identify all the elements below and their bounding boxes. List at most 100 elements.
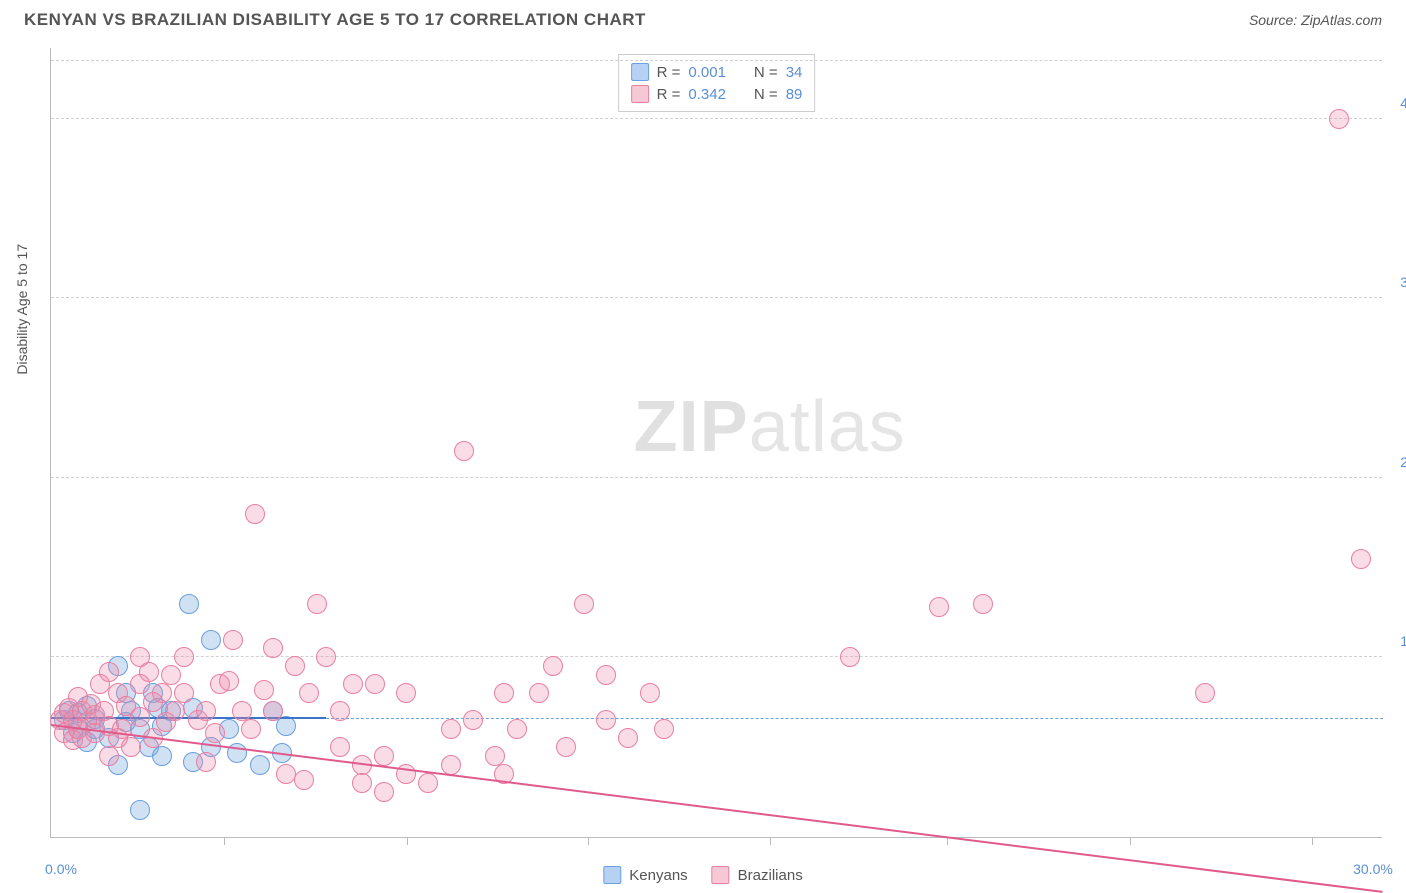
series-legend: Kenyans Brazilians — [603, 866, 802, 884]
legend-n-label: N = — [754, 86, 778, 103]
data-point — [245, 504, 265, 524]
y-tick-label: 40.0% — [1400, 95, 1406, 111]
data-point — [219, 671, 239, 691]
data-point — [640, 683, 660, 703]
legend-n-label: N = — [754, 64, 778, 81]
data-point — [174, 683, 194, 703]
data-point — [330, 737, 350, 757]
gridline-h — [51, 297, 1382, 298]
legend-swatch — [712, 866, 730, 884]
data-point — [454, 441, 474, 461]
watermark-bold: ZIP — [634, 387, 749, 467]
data-point — [196, 701, 216, 721]
chart-title: KENYAN VS BRAZILIAN DISABILITY AGE 5 TO … — [24, 10, 646, 30]
data-point — [165, 701, 185, 721]
x-tick-label: 0.0% — [45, 861, 77, 877]
data-point — [1195, 683, 1215, 703]
y-tick-label: 10.0% — [1400, 633, 1406, 649]
data-point — [929, 597, 949, 617]
y-tick-label: 30.0% — [1400, 274, 1406, 290]
x-tick — [588, 837, 589, 845]
data-point — [241, 719, 261, 739]
data-point — [543, 656, 563, 676]
x-tick — [1130, 837, 1131, 845]
x-tick — [407, 837, 408, 845]
data-point — [263, 701, 283, 721]
legend-swatch — [603, 866, 621, 884]
data-point — [596, 665, 616, 685]
data-point — [250, 755, 270, 775]
legend-row: R = 0.001N = 34 — [631, 61, 803, 83]
data-point — [307, 594, 327, 614]
legend-r-label: R = — [657, 64, 681, 81]
data-point — [365, 674, 385, 694]
data-point — [418, 773, 438, 793]
trend-line-extension — [326, 718, 1383, 719]
gridline-h — [51, 60, 1382, 61]
data-point — [161, 665, 181, 685]
data-point — [596, 710, 616, 730]
data-point — [441, 719, 461, 739]
data-point — [529, 683, 549, 703]
legend-swatch — [631, 63, 649, 81]
data-point — [152, 746, 172, 766]
y-axis-label: Disability Age 5 to 17 — [14, 244, 30, 375]
x-tick-label: 30.0% — [1353, 861, 1393, 877]
data-point — [223, 630, 243, 650]
data-point — [201, 630, 221, 650]
data-point — [494, 683, 514, 703]
data-point — [294, 770, 314, 790]
data-point — [374, 782, 394, 802]
y-tick-label: 20.0% — [1400, 454, 1406, 470]
series-legend-item: Brazilians — [712, 866, 803, 884]
data-point — [299, 683, 319, 703]
data-point — [174, 647, 194, 667]
data-point — [254, 680, 274, 700]
series-legend-label: Brazilians — [738, 867, 803, 884]
data-point — [152, 683, 172, 703]
data-point — [263, 638, 283, 658]
legend-row: R = 0.342 N = 89 — [631, 83, 803, 105]
legend-n-value: 34 — [786, 64, 803, 81]
data-point — [973, 594, 993, 614]
data-point — [330, 701, 350, 721]
data-point — [654, 719, 674, 739]
data-point — [196, 752, 216, 772]
data-point — [1351, 549, 1371, 569]
data-point — [507, 719, 527, 739]
data-point — [463, 710, 483, 730]
data-point — [441, 755, 461, 775]
x-tick — [224, 837, 225, 845]
data-point — [618, 728, 638, 748]
data-point — [179, 594, 199, 614]
data-point — [374, 746, 394, 766]
scatter-chart: ZIPatlas R = 0.001N = 34R = 0.342N = 89 … — [50, 48, 1382, 838]
data-point — [840, 647, 860, 667]
series-legend-item: Kenyans — [603, 866, 687, 884]
data-point — [130, 647, 150, 667]
series-legend-label: Kenyans — [629, 867, 687, 884]
data-point — [1329, 109, 1349, 129]
gridline-h — [51, 656, 1382, 657]
data-point — [316, 647, 336, 667]
source-label: Source: — [1249, 12, 1301, 28]
data-point — [99, 746, 119, 766]
data-point — [99, 662, 119, 682]
legend-r-value: 0.342 — [688, 86, 726, 103]
data-point — [556, 737, 576, 757]
chart-header: KENYAN VS BRAZILIAN DISABILITY AGE 5 TO … — [0, 0, 1406, 36]
correlation-legend: R = 0.001N = 34R = 0.342N = 89 — [618, 54, 816, 112]
data-point — [352, 773, 372, 793]
data-point — [396, 683, 416, 703]
legend-r-label: R = — [657, 86, 681, 103]
data-point — [121, 737, 141, 757]
source-value: ZipAtlas.com — [1301, 12, 1382, 28]
source-attribution: Source: ZipAtlas.com — [1249, 12, 1382, 28]
data-point — [130, 800, 150, 820]
watermark-light: atlas — [749, 387, 906, 467]
legend-swatch — [631, 85, 649, 103]
legend-n-value: 89 — [786, 86, 803, 103]
data-point — [343, 674, 363, 694]
x-tick — [770, 837, 771, 845]
watermark: ZIPatlas — [634, 386, 906, 468]
